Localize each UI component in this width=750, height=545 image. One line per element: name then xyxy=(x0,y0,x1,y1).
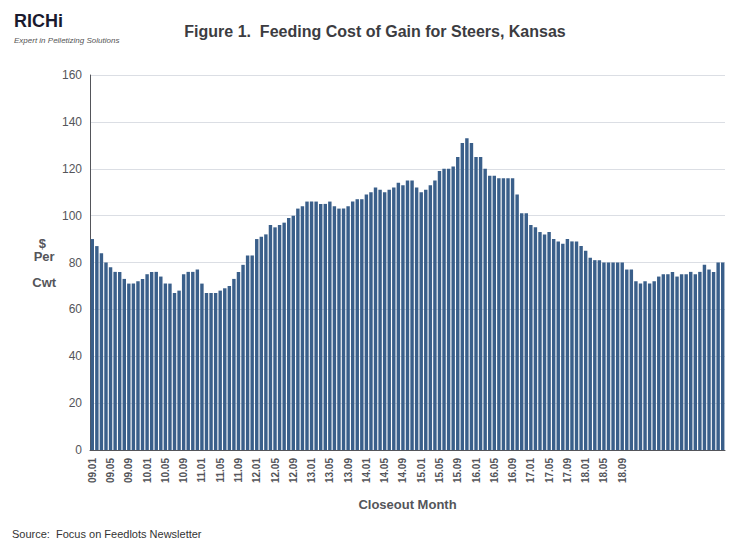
svg-text:80: 80 xyxy=(69,256,83,270)
svg-text:18.09: 18.09 xyxy=(617,458,628,483)
svg-text:13.05: 13.05 xyxy=(324,458,335,483)
svg-text:Expert in Pelletizing Solution: Expert in Pelletizing Solutions xyxy=(14,36,119,45)
svg-text:11.01: 11.01 xyxy=(196,458,207,483)
svg-text:16.09: 16.09 xyxy=(507,458,518,483)
svg-text:10.09: 10.09 xyxy=(178,458,189,483)
svg-text:13.01: 13.01 xyxy=(306,458,317,483)
svg-text:120: 120 xyxy=(62,162,82,176)
svg-text:140: 140 xyxy=(62,115,82,129)
svg-text:14.05: 14.05 xyxy=(379,458,390,483)
svg-text:100: 100 xyxy=(62,209,82,223)
svg-text:12.05: 12.05 xyxy=(270,458,281,483)
svg-text:Cwt: Cwt xyxy=(32,275,57,290)
svg-text:12.01: 12.01 xyxy=(251,458,262,483)
svg-text:20: 20 xyxy=(69,396,83,410)
svg-text:Closeout Month: Closeout Month xyxy=(358,497,456,512)
svg-text:10.05: 10.05 xyxy=(160,458,171,483)
svg-text:10.01: 10.01 xyxy=(142,458,153,483)
svg-text:0: 0 xyxy=(75,443,82,457)
svg-text:17.01: 17.01 xyxy=(525,458,536,483)
svg-text:15.01: 15.01 xyxy=(416,458,427,483)
svg-text:RICHi: RICHi xyxy=(14,11,63,31)
svg-text:11.05: 11.05 xyxy=(215,458,226,483)
svg-text:17.09: 17.09 xyxy=(562,458,573,483)
svg-text:09.05: 09.05 xyxy=(105,458,116,483)
svg-text:16.01: 16.01 xyxy=(471,458,482,483)
svg-text:09.09: 09.09 xyxy=(123,458,134,483)
svg-text:11.09: 11.09 xyxy=(233,458,244,483)
svg-text:17.05: 17.05 xyxy=(544,458,555,483)
svg-text:09.01: 09.01 xyxy=(87,458,98,483)
svg-text:12.09: 12.09 xyxy=(288,458,299,483)
svg-text:18.01: 18.01 xyxy=(580,458,591,483)
svg-text:160: 160 xyxy=(62,68,82,82)
svg-text:14.01: 14.01 xyxy=(361,458,372,483)
svg-text:18.05: 18.05 xyxy=(598,458,609,483)
svg-text:Figure 1. Feeding Cost of Gai: Figure 1. Feeding Cost of Gain for Steer… xyxy=(184,23,566,40)
svg-text:14.09: 14.09 xyxy=(397,458,408,483)
svg-text:16.05: 16.05 xyxy=(489,458,500,483)
svg-text:13.09: 13.09 xyxy=(343,458,354,483)
svg-text:15.09: 15.09 xyxy=(452,458,463,483)
svg-text:15.05: 15.05 xyxy=(434,458,445,483)
svg-text:60: 60 xyxy=(69,302,83,316)
svg-text:Source: Focus on Feedlots New: Source: Focus on Feedlots Newsletter xyxy=(12,528,202,540)
svg-text:Per: Per xyxy=(33,248,55,264)
svg-text:40: 40 xyxy=(69,349,83,363)
